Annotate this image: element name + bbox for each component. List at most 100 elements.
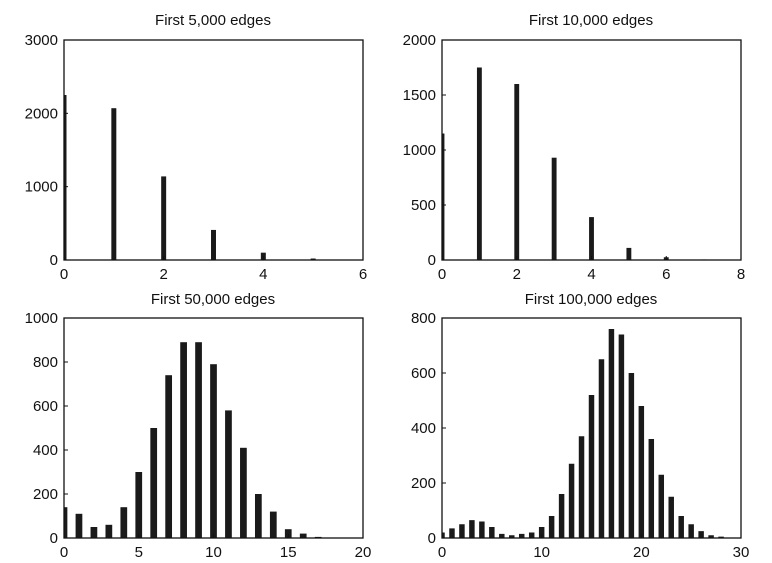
histogram-bar	[150, 428, 158, 538]
histogram-bar	[708, 535, 714, 538]
y-tick-label: 0	[50, 252, 58, 269]
histogram-bar	[558, 494, 565, 538]
histogram-bar	[211, 229, 216, 260]
y-tick-label: 0	[428, 252, 436, 269]
histogram-bar	[538, 527, 545, 538]
histogram-bar	[638, 406, 645, 538]
x-axis-ticks: 0 10 20 30	[438, 534, 750, 561]
histogram-bar	[626, 247, 632, 260]
histogram-bar	[598, 359, 605, 538]
x-tick-label: 0	[438, 544, 446, 561]
x-axis-ticks: 0 2 4 6 8	[438, 256, 745, 283]
histogram-bar	[120, 507, 128, 538]
histogram-bar	[105, 524, 113, 538]
histogram-bar	[442, 532, 445, 538]
y-tick-label: 200	[411, 475, 436, 492]
histogram-bar	[254, 494, 262, 538]
chart-title: First 50,000 edges	[151, 291, 275, 308]
histogram-bar	[618, 334, 625, 538]
histogram-bar	[240, 447, 247, 538]
axes-frame	[63, 39, 364, 261]
histogram-bar	[269, 511, 277, 538]
y-tick-label: 2000	[25, 105, 58, 122]
histogram-bar	[688, 524, 694, 538]
x-tick-label: 20	[633, 544, 650, 561]
chart-title: First 10,000 edges	[529, 12, 653, 29]
x-tick-label: 15	[280, 544, 297, 561]
y-tick-label: 200	[33, 486, 58, 503]
y-axis-ticks: 0 1000 2000 3000	[25, 32, 68, 269]
histogram-bar	[459, 524, 465, 538]
histogram-bar	[90, 527, 98, 538]
x-tick-label: 2	[513, 266, 521, 283]
x-tick-label: 10	[533, 544, 550, 561]
histogram-bar	[210, 364, 217, 538]
histogram-bar	[678, 516, 684, 538]
histogram-bar	[161, 176, 167, 260]
x-tick-label: 2	[159, 266, 167, 283]
x-tick-label: 6	[359, 266, 367, 283]
histogram-bar	[698, 531, 704, 539]
bar-group	[442, 329, 724, 539]
y-tick-label: 1000	[25, 179, 58, 196]
histogram-bar	[310, 258, 316, 260]
histogram-bar	[195, 342, 202, 538]
x-tick-label: 5	[135, 544, 143, 561]
panel-first-10000-edges: First 10,000 edges 0 2 4 6 8 0 500 1000 1500 200…	[403, 12, 746, 283]
y-tick-label: 500	[411, 197, 436, 214]
histogram-bar	[551, 157, 557, 260]
panel-first-5000-edges: First 5,000 edges 0 2 4 6 0 1000 2000 3000	[25, 12, 368, 283]
histogram-bar	[469, 520, 475, 539]
histogram-bar	[658, 474, 665, 538]
x-tick-label: 0	[60, 266, 68, 283]
bar-group	[64, 95, 316, 260]
histogram-bar	[499, 533, 505, 539]
histogram-bar	[135, 472, 143, 538]
histogram-bar	[449, 528, 455, 539]
histogram-bar	[64, 507, 68, 538]
x-axis-ticks: 0 5 10 15 20	[60, 534, 371, 561]
y-tick-label: 2000	[403, 32, 436, 49]
y-tick-label: 1000	[403, 142, 436, 159]
histogram-bar	[588, 395, 595, 538]
y-tick-label: 400	[411, 420, 436, 437]
histogram-bar	[299, 533, 307, 538]
y-tick-label: 800	[411, 310, 436, 327]
histogram-bar	[476, 67, 482, 260]
x-tick-label: 4	[259, 266, 267, 283]
histogram-bar	[509, 535, 515, 538]
histogram-bar	[111, 108, 117, 260]
histogram-bar	[442, 133, 445, 260]
histogram-bar	[514, 84, 520, 260]
x-tick-label: 0	[60, 544, 68, 561]
panel-first-50000-edges: First 50,000 edges 0 5 10 15 20 0 200 400 600 80…	[25, 291, 372, 561]
chart-title: First 5,000 edges	[155, 12, 271, 29]
histogram-bar	[180, 342, 187, 538]
histogram-bar	[75, 513, 83, 538]
x-tick-label: 30	[733, 544, 750, 561]
y-tick-label: 600	[33, 398, 58, 415]
y-tick-label: 0	[50, 530, 58, 547]
histogram-bar	[225, 410, 232, 538]
histogram-bar	[648, 439, 655, 538]
y-tick-label: 400	[33, 442, 58, 459]
y-tick-label: 0	[428, 530, 436, 547]
y-tick-label: 800	[33, 354, 58, 371]
x-tick-label: 4	[587, 266, 595, 283]
x-tick-label: 10	[205, 544, 222, 561]
histogram-bar	[165, 375, 173, 538]
histogram-bar	[489, 527, 495, 538]
x-axis-ticks: 0 2 4 6	[60, 256, 367, 283]
x-tick-label: 0	[438, 266, 446, 283]
histogram-bar	[628, 373, 635, 538]
x-tick-label: 8	[737, 266, 745, 283]
histogram-bar	[518, 533, 525, 539]
y-axis-ticks: 0 500 1000 1500 2000	[403, 32, 446, 269]
histogram-bar	[578, 436, 585, 538]
histogram-bar	[568, 463, 575, 538]
y-tick-label: 600	[411, 365, 436, 382]
histogram-bar	[589, 217, 594, 260]
histogram-bar	[608, 329, 615, 538]
bar-group	[442, 67, 707, 260]
